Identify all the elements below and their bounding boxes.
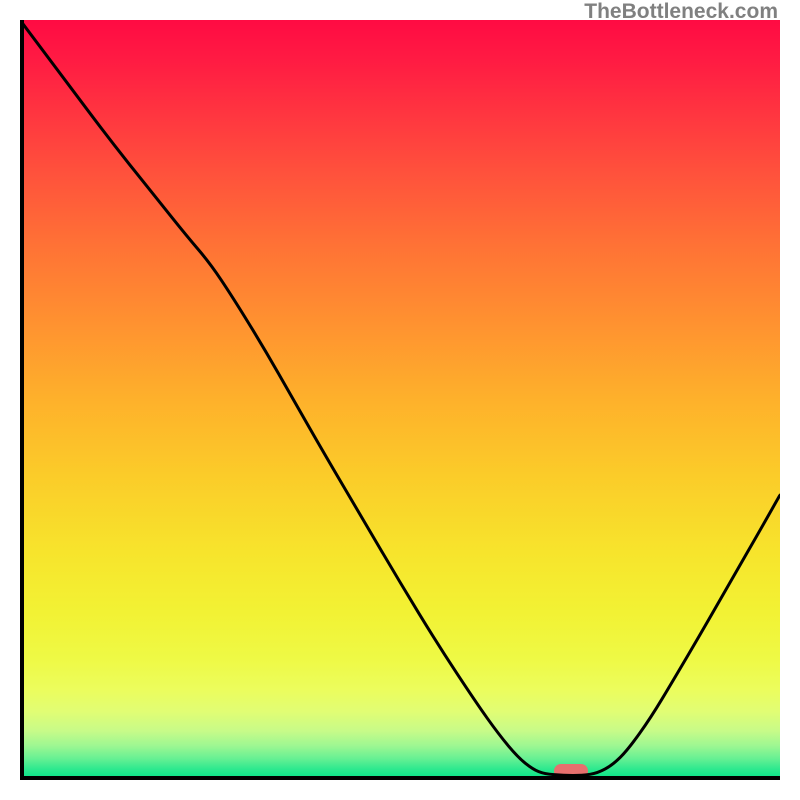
- gradient-background: [20, 20, 780, 780]
- optimum-marker: [554, 764, 589, 778]
- watermark-label: TheBottleneck.com: [584, 0, 778, 24]
- plot-area: [20, 20, 780, 780]
- chart-container: TheBottleneck.com: [0, 0, 800, 800]
